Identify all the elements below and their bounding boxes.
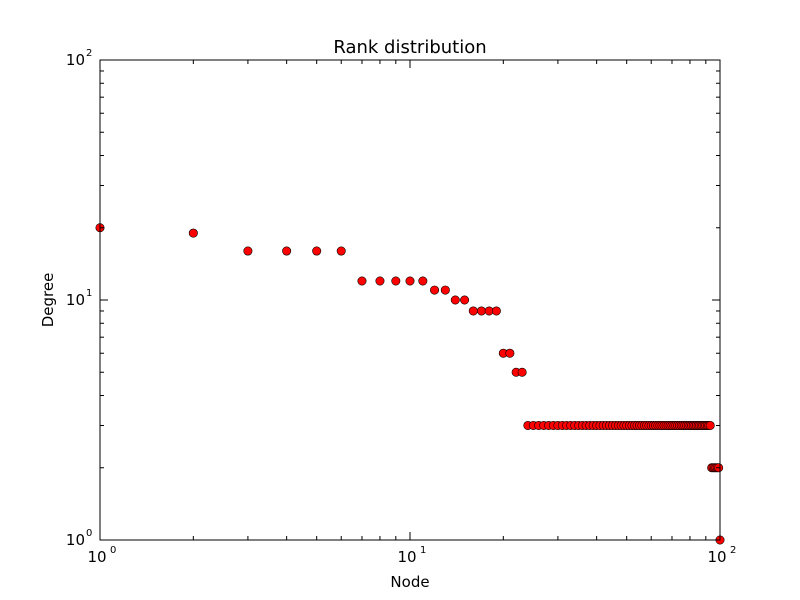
x-tick-label: 10 <box>87 548 106 566</box>
data-point <box>243 246 253 256</box>
x-tick-label: 10 <box>707 548 726 566</box>
y-tick-label: 10 <box>66 291 85 309</box>
y-tick-exponent: 0 <box>86 528 92 539</box>
data-point <box>705 420 715 430</box>
data-point <box>312 246 322 256</box>
data-point <box>476 306 486 316</box>
x-tick-exponent: 1 <box>420 545 426 556</box>
y-axis-label: Degree <box>39 273 57 328</box>
y-tick-label: 10 <box>66 51 85 69</box>
data-point <box>468 306 478 316</box>
x-axis-label: Node <box>390 573 429 591</box>
y-tick-exponent: 1 <box>86 288 92 299</box>
x-tick-label: 10 <box>397 548 416 566</box>
scatter-points <box>95 223 725 545</box>
y-tick-exponent: 2 <box>86 48 92 59</box>
x-tick-exponent: 0 <box>110 545 116 556</box>
x-tick-exponent: 2 <box>730 545 736 556</box>
data-point <box>440 285 450 295</box>
data-point <box>517 367 527 377</box>
data-point <box>491 306 501 316</box>
data-point <box>460 295 470 305</box>
axis-ticks: 10 0 10 1 10 210 010 110 2 <box>66 48 736 566</box>
data-point <box>188 228 198 238</box>
chart-title: Rank distribution <box>333 37 486 58</box>
data-point <box>450 295 460 305</box>
data-point <box>375 276 385 286</box>
data-point <box>282 246 292 256</box>
data-point <box>505 348 515 358</box>
plot-frame <box>99 59 721 541</box>
data-point <box>418 276 428 286</box>
data-point <box>357 276 367 286</box>
data-point <box>336 246 346 256</box>
y-tick-label: 10 <box>66 531 85 549</box>
data-point <box>430 285 440 295</box>
data-point <box>405 276 415 286</box>
data-point <box>391 276 401 286</box>
